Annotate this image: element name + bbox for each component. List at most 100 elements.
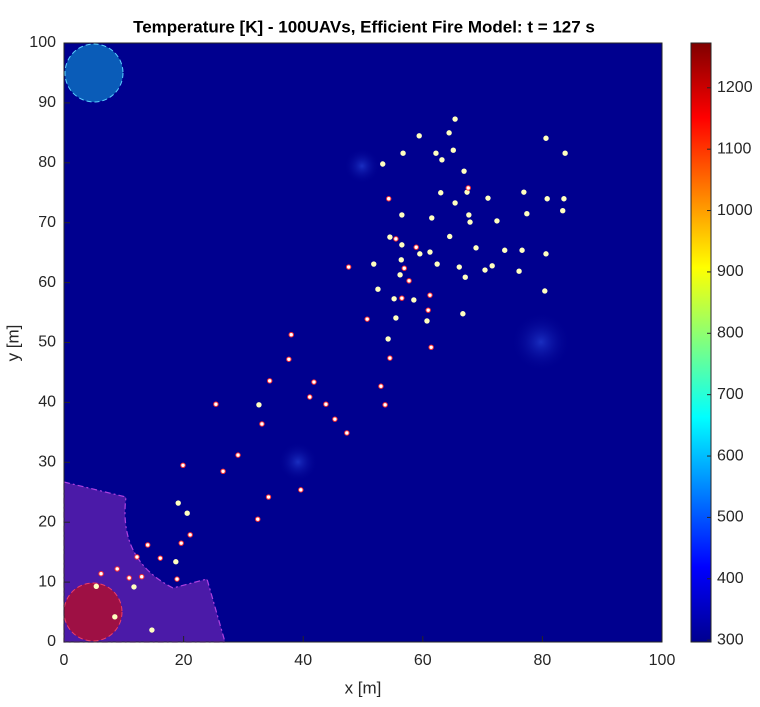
uav-point <box>93 583 99 589</box>
uav-point <box>364 316 370 322</box>
uav-point <box>461 168 467 174</box>
uav-point <box>311 379 317 385</box>
colorbar-tick-label: 500 <box>717 509 744 526</box>
x-tick-label: 40 <box>294 652 312 669</box>
uav-point <box>400 150 406 156</box>
uav-point <box>256 402 262 408</box>
uav-point <box>267 378 273 384</box>
y-axis-label: y [m] <box>3 325 22 362</box>
uav-point <box>173 559 179 565</box>
y-tick-label: 20 <box>38 513 56 530</box>
uav-point <box>220 468 226 474</box>
colorbar-tick-label: 1200 <box>717 79 753 96</box>
y-tick-label: 50 <box>38 334 56 351</box>
y-tick-label: 70 <box>38 214 56 231</box>
uav-point <box>406 278 412 284</box>
fire-zone <box>63 582 123 642</box>
uav-point <box>439 157 445 163</box>
heat-blob <box>278 442 318 482</box>
uav-point <box>175 500 181 506</box>
uav-point <box>427 292 433 298</box>
uav-point <box>386 196 392 202</box>
uav-point <box>424 318 430 324</box>
uav-point <box>433 150 439 156</box>
uav-point <box>98 571 104 577</box>
uav-point <box>447 233 453 240</box>
uav-point <box>307 394 313 400</box>
colorbar-tick-label: 1100 <box>717 140 752 157</box>
y-tick-label: 40 <box>38 394 56 411</box>
uav-point <box>393 236 399 242</box>
uav-point <box>344 430 350 436</box>
colorbar-tick-label: 300 <box>717 631 744 648</box>
uav-point <box>521 189 527 195</box>
uav-point <box>516 268 522 274</box>
y-tick-label: 60 <box>38 274 56 291</box>
uav-point <box>473 245 479 251</box>
uav-point <box>114 566 120 572</box>
uav-point <box>288 332 294 338</box>
uav-point <box>139 574 145 580</box>
uav-point <box>482 267 488 273</box>
uav-point <box>345 264 352 270</box>
uav-point <box>428 344 434 350</box>
colorbar-tick-label: 800 <box>717 325 744 342</box>
uav-point <box>157 555 163 561</box>
uav-point <box>378 383 384 389</box>
uav-point <box>413 244 419 250</box>
uav-point <box>180 462 186 468</box>
uav-point <box>425 307 431 313</box>
uav-point <box>259 421 265 427</box>
uav-point <box>519 247 525 253</box>
uav-point <box>485 195 491 201</box>
uav-point <box>387 355 393 361</box>
colorbar-tick-label: 1000 <box>717 202 753 219</box>
uav-point <box>544 196 550 202</box>
base-zone <box>64 43 124 103</box>
uav-point <box>178 540 184 546</box>
uav-point <box>332 416 338 422</box>
x-tick-label: 20 <box>175 652 193 669</box>
uav-point <box>427 249 433 255</box>
uav-point <box>265 494 272 500</box>
uav-point <box>502 247 508 253</box>
uav-point <box>149 627 155 633</box>
uav-point <box>131 584 137 590</box>
chart-title: Temperature [K] - 100UAVs, Efficient Fir… <box>133 17 595 36</box>
heat-blob <box>344 148 380 184</box>
x-tick-label: 80 <box>534 652 552 669</box>
uav-point <box>145 542 151 548</box>
uav-point <box>401 265 407 271</box>
uav-point <box>560 208 566 214</box>
uav-point <box>380 161 386 167</box>
uav-point <box>417 251 423 257</box>
uav-point <box>399 295 405 301</box>
uav-point <box>450 147 456 153</box>
uav-point <box>391 296 397 302</box>
uav-point <box>184 510 190 516</box>
uav-point <box>382 402 388 408</box>
uav-point <box>462 274 468 280</box>
uav-point <box>399 242 405 248</box>
uav-point <box>562 150 568 156</box>
colorbar-tick-label: 400 <box>717 570 744 587</box>
heat-blob <box>511 312 571 372</box>
uav-point <box>235 452 241 458</box>
colorbar-tick-label: 600 <box>717 447 744 464</box>
uav-point <box>213 401 219 407</box>
y-tick-label: 100 <box>29 34 56 51</box>
uav-point <box>466 212 472 218</box>
y-tick-label: 30 <box>38 454 56 471</box>
uav-point <box>399 212 405 218</box>
uav-point <box>456 264 462 270</box>
uav-point <box>452 200 458 206</box>
uav-point <box>542 288 548 294</box>
uav-point <box>489 263 495 269</box>
colorbar <box>690 42 712 643</box>
y-tick-label: 10 <box>38 573 56 590</box>
plot-background <box>64 43 662 642</box>
uav-point <box>398 257 404 263</box>
uav-point <box>543 135 549 141</box>
x-axis-label: x [m] <box>345 678 382 697</box>
uav-point <box>465 185 471 191</box>
